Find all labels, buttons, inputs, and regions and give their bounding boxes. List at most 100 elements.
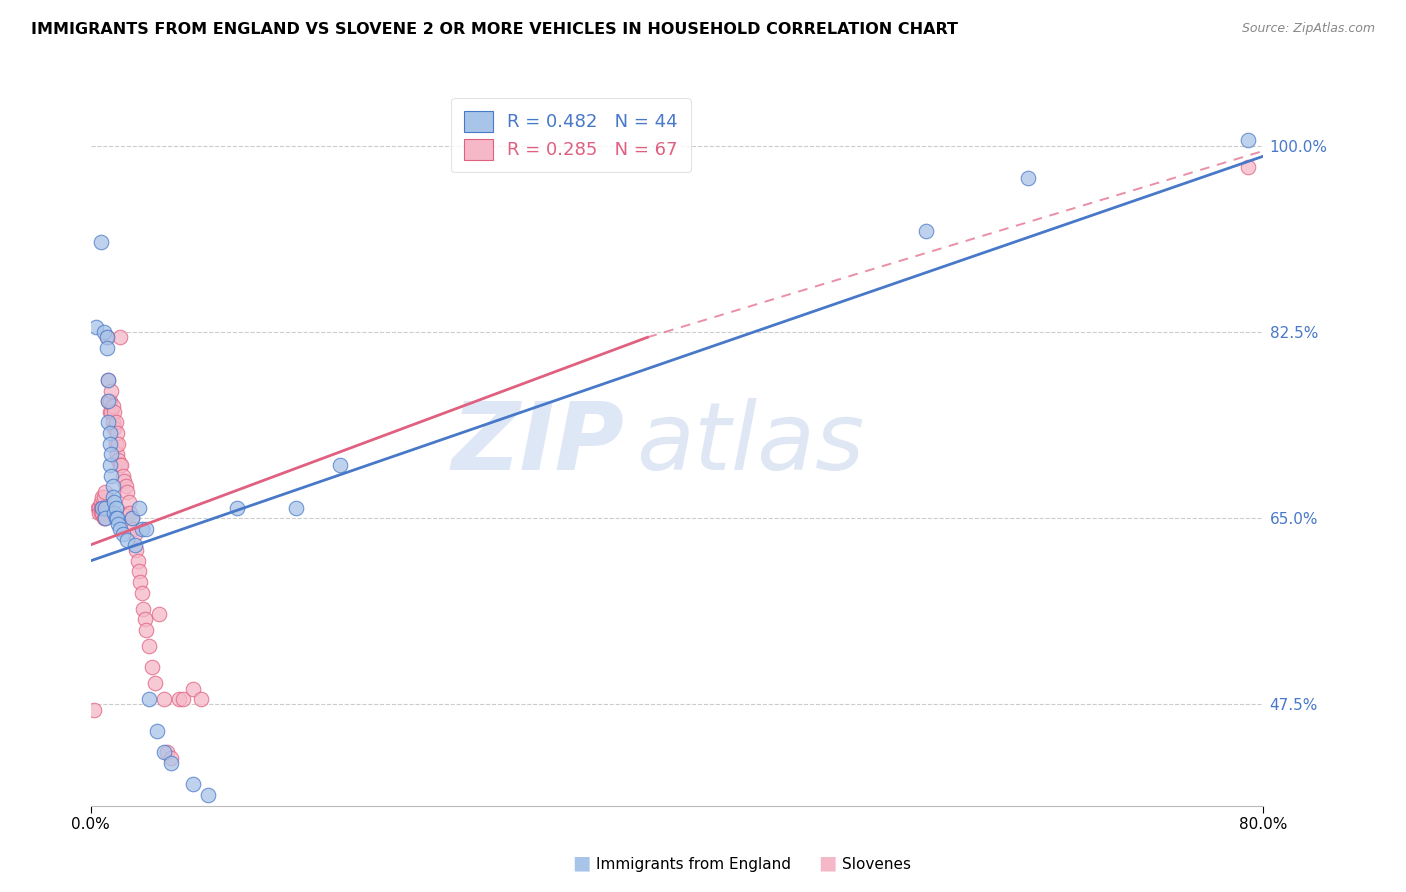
Text: Source: ZipAtlas.com: Source: ZipAtlas.com <box>1241 22 1375 36</box>
Point <box>103 421 125 435</box>
Point <box>97 416 120 430</box>
Point <box>100 405 122 419</box>
Point <box>190 692 212 706</box>
Point <box>90 506 112 520</box>
Point <box>108 522 131 536</box>
Point <box>91 500 114 515</box>
Point <box>114 479 136 493</box>
Point <box>172 692 194 706</box>
Point <box>117 533 139 547</box>
Text: Slovenes: Slovenes <box>842 857 911 872</box>
Legend: R = 0.482   N = 44, R = 0.285   N = 67: R = 0.482 N = 44, R = 0.285 N = 67 <box>451 98 690 172</box>
Point <box>145 724 167 739</box>
Point <box>156 745 179 759</box>
Point <box>131 586 153 600</box>
Point <box>83 703 105 717</box>
Point <box>94 511 117 525</box>
Point <box>97 373 120 387</box>
Point <box>97 394 120 409</box>
Point <box>111 527 134 541</box>
Point <box>148 607 170 621</box>
Point <box>128 500 150 515</box>
Point <box>100 468 122 483</box>
Point <box>91 506 114 520</box>
Point <box>86 319 108 334</box>
Point <box>143 676 166 690</box>
Point <box>93 490 115 504</box>
Text: IMMIGRANTS FROM ENGLAND VS SLOVENE 2 OR MORE VEHICLES IN HOUSEHOLD CORRELATION C: IMMIGRANTS FROM ENGLAND VS SLOVENE 2 OR … <box>31 22 957 37</box>
Point <box>97 394 120 409</box>
Point <box>135 623 157 637</box>
Point <box>121 511 143 525</box>
Point <box>134 612 156 626</box>
Text: ZIP: ZIP <box>451 398 624 490</box>
Point <box>124 527 146 541</box>
Point <box>129 575 152 590</box>
Point <box>121 511 143 525</box>
Point <box>101 479 124 493</box>
Point <box>91 490 114 504</box>
Text: ■: ■ <box>818 854 837 872</box>
Point <box>98 426 121 441</box>
Point <box>107 452 129 467</box>
Point <box>103 495 125 509</box>
Point <box>91 500 114 515</box>
Point <box>110 458 132 472</box>
Point <box>90 235 112 249</box>
Point <box>181 681 204 696</box>
Point <box>87 500 110 515</box>
Point <box>108 458 131 472</box>
Point <box>1017 170 1039 185</box>
Point <box>93 500 115 515</box>
Point <box>101 490 124 504</box>
Point <box>153 692 176 706</box>
Point <box>167 692 190 706</box>
Point <box>122 522 145 536</box>
Point <box>96 330 118 344</box>
Point <box>1237 160 1260 174</box>
Point <box>197 788 219 802</box>
Point <box>96 500 118 515</box>
Point <box>1237 133 1260 147</box>
Point <box>101 416 124 430</box>
Text: ■: ■ <box>572 854 591 872</box>
Point <box>103 405 125 419</box>
Point <box>101 400 124 414</box>
Point <box>125 543 148 558</box>
Point <box>138 692 160 706</box>
Point <box>96 341 118 355</box>
Point <box>132 601 155 615</box>
Point <box>153 745 176 759</box>
Point <box>97 373 120 387</box>
Point <box>98 436 121 450</box>
Point <box>135 522 157 536</box>
Point <box>100 447 122 461</box>
Point <box>105 447 128 461</box>
Point <box>107 436 129 450</box>
Point <box>93 511 115 525</box>
Point <box>226 500 249 515</box>
Point <box>914 224 936 238</box>
Point <box>104 500 127 515</box>
Point <box>107 516 129 531</box>
Point <box>104 511 127 525</box>
Point <box>181 777 204 791</box>
Point <box>89 500 111 515</box>
Point <box>111 468 134 483</box>
Point <box>141 660 163 674</box>
Point <box>94 484 117 499</box>
Point <box>90 500 112 515</box>
Point <box>105 511 128 525</box>
Point <box>100 384 122 398</box>
Point <box>284 500 307 515</box>
Point <box>90 495 112 509</box>
Point <box>103 506 125 520</box>
Point <box>117 484 139 499</box>
Point <box>104 436 127 450</box>
Text: atlas: atlas <box>636 398 863 489</box>
Point <box>94 500 117 515</box>
Point <box>118 495 141 509</box>
Point <box>105 426 128 441</box>
Point <box>117 506 139 520</box>
Text: Immigrants from England: Immigrants from England <box>596 857 792 872</box>
